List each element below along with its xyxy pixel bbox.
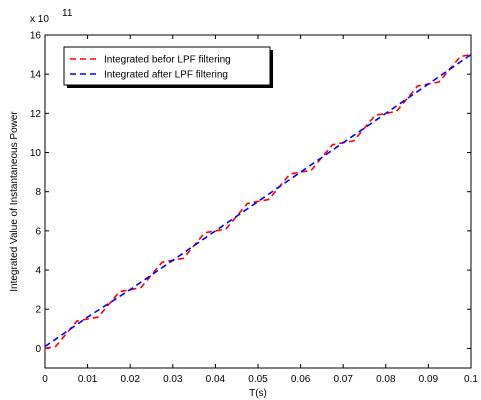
x-tick-label: 0.04 — [206, 374, 226, 385]
y-multiplier-exponent: 11 — [62, 8, 73, 19]
y-tick-label: 8 — [35, 187, 41, 198]
x-tick-label: 0.05 — [248, 374, 268, 385]
x-axis-title: T(s) — [249, 388, 267, 399]
legend-label-series-2: Integrated after LPF filtering — [104, 70, 228, 81]
y-tick-label: 2 — [35, 305, 41, 316]
y-axis-title: Integrated Value of Instantaneous Power — [9, 111, 20, 292]
legend-box — [63, 46, 271, 86]
y-tick-label: 16 — [30, 31, 42, 42]
y-tick-label: 14 — [30, 70, 42, 81]
y-tick-label: 10 — [30, 148, 42, 159]
series-line-2 — [44, 53, 472, 348]
axis-ticks: 0 0.01 0.02 0.03 0.04 0.05 0.06 0.07 0.08 0.09 0.1… — [30, 31, 479, 386]
x-tick-label: 0.09 — [419, 374, 439, 385]
y-tick-label: 12 — [30, 109, 42, 120]
x-tick-label: 0.08 — [376, 374, 396, 385]
legend: Integrated befor LPF filtering Integrate… — [63, 46, 273, 88]
legend-label-series-1: Integrated befor LPF filtering — [104, 55, 231, 66]
series-line-1 — [44, 53, 472, 350]
y-tick-label: 6 — [35, 226, 41, 237]
x-tick-label: 0 — [42, 374, 48, 385]
y-tick-label: 0 — [35, 344, 41, 355]
x-tick-label: 0.03 — [163, 374, 183, 385]
x-tick-label: 0.06 — [291, 374, 311, 385]
x-tick-label: 0.02 — [120, 374, 140, 385]
x-tick-label: 0.1 — [464, 374, 478, 385]
x-tick-label: 0.01 — [78, 374, 98, 385]
x-tick-label: 0.07 — [333, 374, 353, 385]
series-layer — [44, 53, 472, 350]
y-tick-label: 4 — [35, 266, 41, 277]
y-multiplier-label: x 10 — [30, 14, 49, 25]
